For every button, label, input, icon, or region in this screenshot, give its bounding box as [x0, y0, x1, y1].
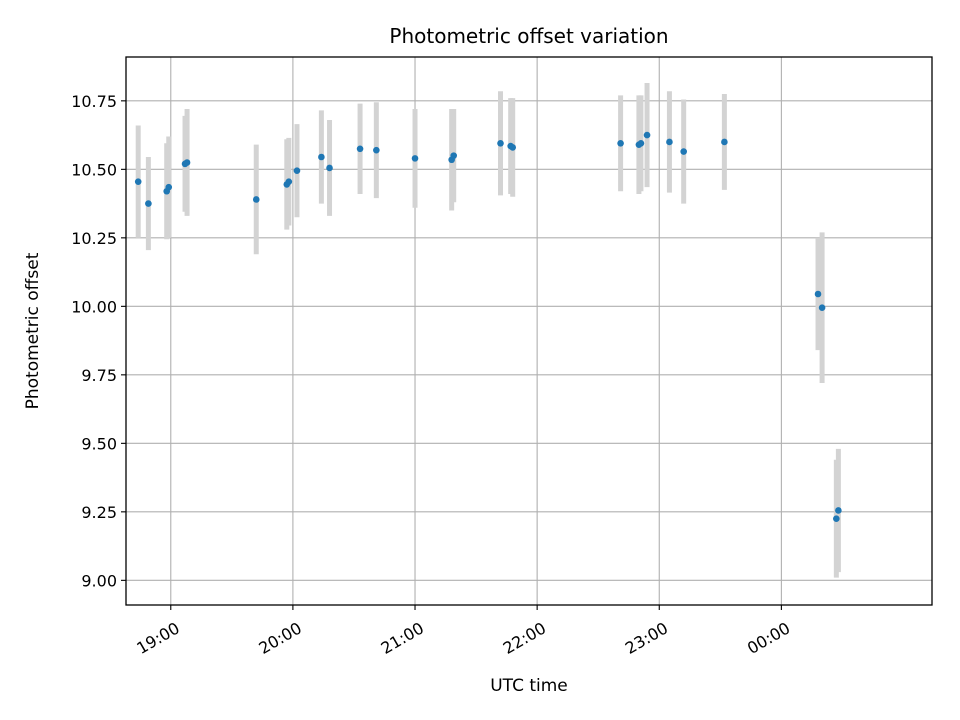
y-tick-label: 9.25	[81, 503, 117, 522]
x-tick-label: 19:00	[133, 618, 182, 658]
data-point	[835, 507, 842, 514]
data-point	[497, 140, 504, 147]
x-tick-label: 20:00	[255, 618, 304, 658]
data-point	[721, 138, 728, 146]
chart-title: Photometric offset variation	[389, 24, 668, 48]
data-point	[680, 148, 687, 155]
data-point	[285, 178, 293, 185]
x-tick-label: 00:00	[744, 618, 793, 658]
error-bars	[135, 83, 841, 578]
x-tick-label: 21:00	[378, 618, 427, 658]
data-point	[326, 164, 333, 172]
data-point	[145, 200, 152, 207]
data-point	[165, 183, 173, 191]
y-tick-label: 9.00	[81, 571, 117, 590]
data-point	[318, 153, 325, 161]
data-point	[183, 159, 191, 166]
data-point	[509, 144, 517, 151]
data-point	[293, 167, 301, 175]
y-tick-label: 9.75	[81, 366, 117, 385]
y-axis-label: Photometric offset	[23, 252, 43, 409]
data-point	[666, 138, 673, 146]
data-point	[617, 140, 624, 147]
data-point	[818, 304, 826, 312]
y-tick-label: 10.75	[71, 92, 117, 111]
data-point	[450, 152, 457, 159]
data-point	[411, 155, 419, 162]
y-tick-label: 9.50	[81, 434, 117, 453]
x-axis-label: UTC time	[490, 676, 568, 696]
data-point	[252, 196, 260, 203]
x-axis-ticks: 19:00 20:00 21:00 22:00 23:00 00:00	[133, 605, 793, 658]
y-tick-label: 10.50	[71, 160, 117, 179]
x-tick-label: 23:00	[622, 618, 671, 658]
y-tick-label: 10.25	[71, 229, 117, 248]
data-point	[643, 131, 651, 139]
data-point	[833, 515, 840, 522]
data-point	[637, 140, 645, 147]
y-tick-label: 10.00	[71, 297, 117, 316]
plot-frame	[125, 56, 933, 606]
data-points	[134, 131, 842, 522]
x-tick-label: 22:00	[500, 618, 549, 658]
data-point	[373, 146, 380, 154]
data-point	[134, 178, 142, 185]
data-point	[814, 290, 822, 298]
y-axis-ticks: 9.00 9.25 9.50 9.75 10.00 10.25 10.50 10.75	[71, 92, 126, 590]
data-point	[356, 145, 364, 153]
grid-lines	[126, 57, 932, 605]
